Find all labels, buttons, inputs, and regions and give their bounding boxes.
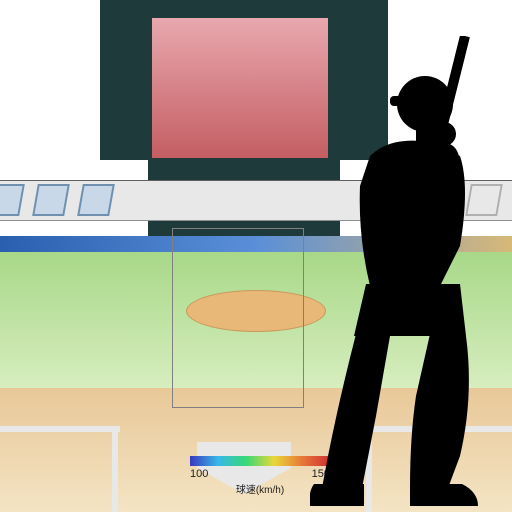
legend-tick-min: 100 [190,468,208,480]
wall-panel [32,184,70,216]
box-line [0,426,120,432]
wall-panel [77,184,115,216]
legend-gradient-bar [190,456,330,466]
batter-silhouette [310,36,512,512]
legend-ticks: 100 150 [190,468,330,480]
box-line [112,426,118,512]
scoreboard-screen [152,18,328,158]
pitch-location-diagram: 100 150 球速(km/h) [0,0,512,512]
strike-zone [172,228,304,408]
